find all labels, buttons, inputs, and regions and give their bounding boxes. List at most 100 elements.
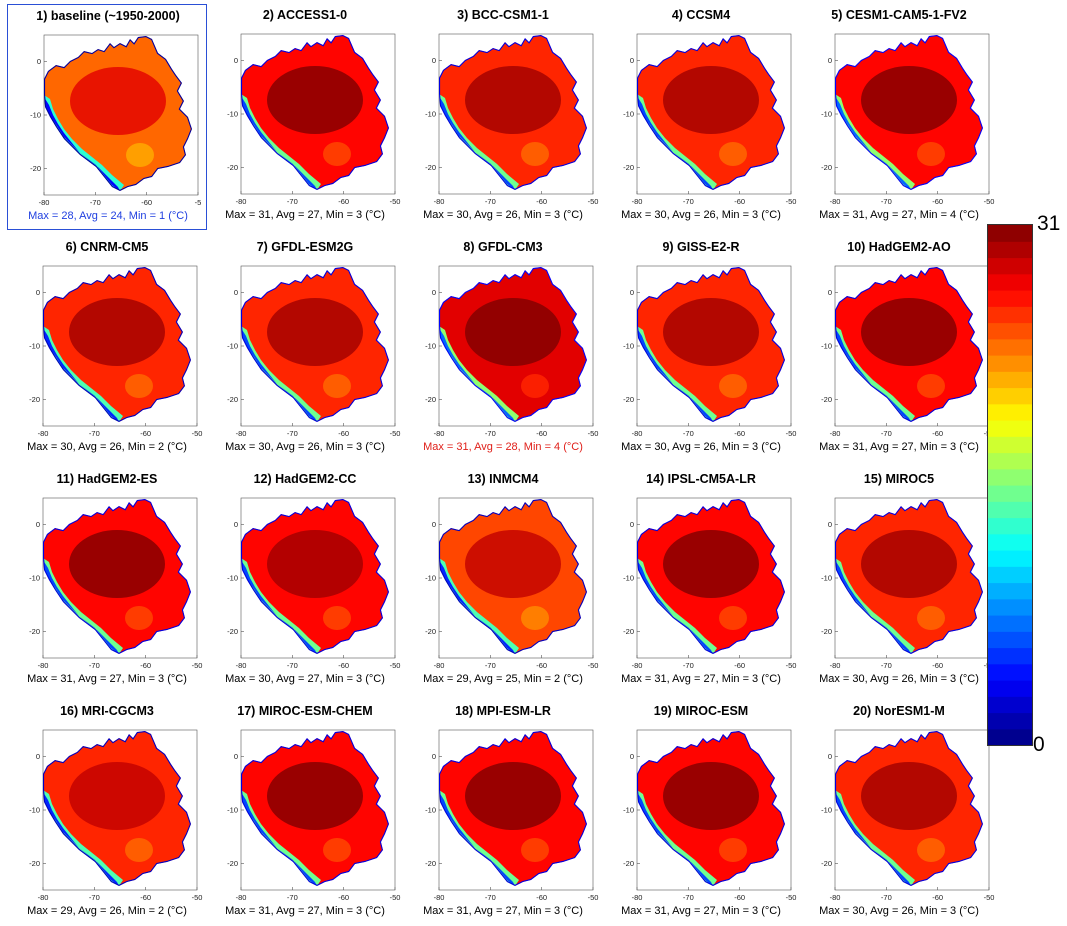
andes-edge: [835, 731, 983, 886]
x-tick-label: -60: [734, 429, 745, 438]
panel-title: 18) MPI-ESM-LR: [455, 704, 551, 718]
colorbar-step: [988, 225, 1032, 242]
southern-highlands: [917, 142, 945, 166]
y-tick-label: 0: [432, 752, 436, 761]
map-panel: 2) ACCESS1-0 -80 -70 -60 -50 0 -10 -20 Max = 31,…: [205, 4, 405, 230]
temperature-map: -80 -70 -60 -50 0 -10 -20: [821, 33, 994, 206]
x-tick-label: -80: [236, 197, 247, 206]
y-tick-label: 0: [234, 288, 238, 297]
panel-title: 14) IPSL-CM5A-LR: [646, 472, 756, 486]
southern-highlands: [521, 606, 549, 630]
y-tick-label: 0: [37, 57, 41, 66]
andes-ridge: [241, 96, 317, 190]
southern-highlands: [917, 838, 945, 862]
panel-title: 12) HadGEM2-CC: [253, 472, 357, 486]
y-tick-label: 0: [432, 288, 436, 297]
panel-stats: Max = 30, Avg = 26, Min = 3 (°C): [621, 441, 781, 453]
x-tick-label: -60: [140, 893, 151, 902]
colorbar-step: [988, 728, 1032, 746]
colorbar-step: [988, 468, 1032, 486]
southern-highlands: [125, 606, 153, 630]
panel-stats: Max = 29, Avg = 26, Min = 2 (°C): [27, 905, 187, 917]
x-tick-label: -70: [881, 661, 892, 670]
temperature-map: -80 -70 -60 -50 0 -10 -20: [29, 497, 202, 670]
y-tick-label: 0: [630, 752, 634, 761]
x-tick-label: -50: [390, 197, 401, 206]
x-tick-label: -60: [734, 197, 745, 206]
colorbar-step: [988, 273, 1032, 291]
colorbar-step: [988, 615, 1032, 632]
andes-slope: [439, 790, 519, 886]
hot-area: [465, 66, 561, 134]
temperature-map: -80 -70 -60 -50 0 -10 -20: [623, 33, 796, 206]
y-tick-label: 0: [234, 752, 238, 761]
map-panel: 13) INMCM4 -80 -70 -60 -50 0 -10 -20 Max = 29, A…: [403, 468, 603, 694]
x-tick-label: -80: [434, 893, 445, 902]
y-tick-label: 0: [630, 288, 634, 297]
y-tick-label: -20: [29, 627, 40, 636]
panel-stats: Max = 31, Avg = 27, Min = 3 (°C): [423, 905, 583, 917]
andes-slope: [43, 558, 123, 654]
colorbar-step: [988, 712, 1032, 730]
andes-ridge: [637, 560, 713, 654]
y-tick-label: -10: [623, 574, 634, 583]
panel-title: 2) ACCESS1-0: [262, 8, 348, 22]
andes-slope: [439, 94, 519, 190]
panel-stats: Max = 29, Avg = 25, Min = 2 (°C): [423, 673, 583, 685]
panel-stats: Max = 31, Avg = 27, Min = 4 (°C): [819, 209, 979, 221]
map-field: [43, 499, 191, 654]
hot-area: [465, 298, 561, 366]
x-tick-label: -80: [830, 197, 841, 206]
y-tick-label: -20: [425, 859, 436, 868]
x-tick-label: -60: [932, 429, 943, 438]
andes-slope: [835, 558, 915, 654]
panel-title: 3) BCC-CSM1-1: [457, 8, 549, 22]
andes-slope: [439, 326, 519, 422]
map-panel: 6) CNRM-CM5 -80 -70 -60 -50 0 -10 -20 Max = 30, …: [7, 236, 207, 462]
panel-title: 1) baseline (~1950-2000): [36, 9, 180, 23]
andes-edge: [43, 499, 191, 654]
andes-edge: [439, 499, 587, 654]
colorbar-step: [988, 663, 1032, 681]
x-tick-label: -60: [536, 893, 547, 902]
andes-slope: [637, 790, 717, 886]
x-tick-label: -70: [287, 197, 298, 206]
map-panel: 8) GFDL-CM3 -80 -70 -60 -50 0 -10 -20 Max = 31, …: [403, 236, 603, 462]
x-tick-label: -60: [734, 661, 745, 670]
andes-edge: [43, 731, 191, 886]
colorbar-step: [988, 517, 1032, 535]
y-tick-label: -10: [425, 574, 436, 583]
andes-slope: [43, 790, 123, 886]
andes-slope: [241, 558, 321, 654]
y-tick-label: -20: [227, 627, 238, 636]
map-field: [835, 267, 983, 422]
colorbar-max-label: 31: [1037, 212, 1061, 235]
panel-stats: Max = 30, Avg = 26, Min = 3 (°C): [225, 441, 385, 453]
map-field: [835, 35, 983, 190]
x-tick-label: -80: [38, 429, 49, 438]
x-tick-label: -70: [485, 893, 496, 902]
colorbar-step: [988, 355, 1032, 372]
x-tick-label: -50: [588, 197, 599, 206]
andes-slope: [835, 326, 915, 422]
y-tick-label: -10: [425, 110, 436, 119]
hot-area: [267, 762, 363, 830]
x-tick-label: -80: [632, 893, 643, 902]
panel-stats: Max = 31, Avg = 27, Min = 3 (°C): [225, 209, 385, 221]
map-field: [439, 499, 587, 654]
y-tick-label: -20: [623, 395, 634, 404]
x-tick-label: -70: [683, 893, 694, 902]
southern-highlands: [125, 838, 153, 862]
map-panel: 11) HadGEM2-ES -80 -70 -60 -50 0 -10 -20 Max = 3…: [7, 468, 207, 694]
x-tick-label: -50: [786, 661, 797, 670]
andes-slope: [241, 790, 321, 886]
temperature-map: -80 -70 -60 -50 0 -10 -20: [29, 265, 202, 438]
temperature-map: -80 -70 -60 -50 0 -10 -20: [425, 497, 598, 670]
y-tick-label: -20: [29, 859, 40, 868]
andes-edge: [43, 267, 191, 422]
x-tick-label: -80: [236, 661, 247, 670]
panel-title: 6) CNRM-CM5: [65, 240, 149, 254]
x-tick-label: -70: [881, 197, 892, 206]
andes-ridge: [637, 96, 713, 190]
andes-edge: [439, 731, 587, 886]
